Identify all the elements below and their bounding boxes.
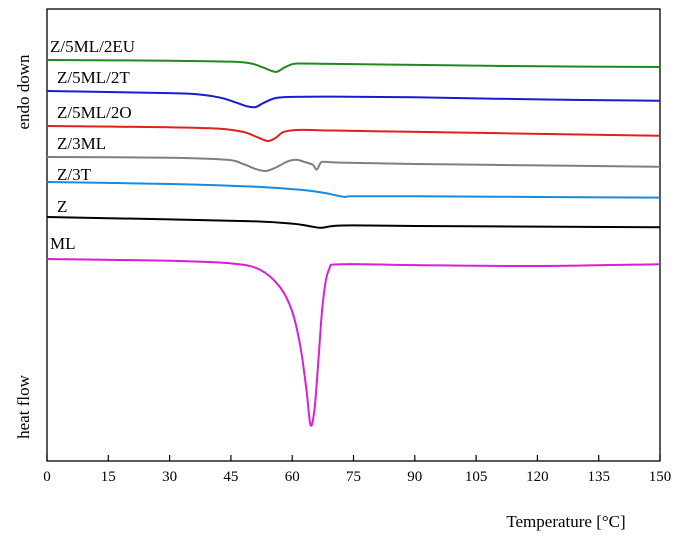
series-labels-group: Z/5ML/2EU Z/5ML/2T Z/5ML/2O Z/3ML Z/3T Z ML (50, 37, 135, 253)
series-line-ml (46, 258, 661, 427)
series-line-z-3ml (46, 156, 661, 173)
series-line-z-3t (46, 181, 661, 199)
series-label-ml: ML (50, 234, 76, 253)
y-axis-label-top: endo down (14, 54, 33, 130)
series-label-z-5ml-2eu: Z/5ML/2EU (50, 37, 135, 56)
x-tick-label-0: 0 (43, 469, 51, 485)
series-line-z (46, 216, 661, 229)
x-ticks-group: 0 15 30 45 60 75 90 105 120 135 150 (43, 455, 671, 485)
plot-frame (46, 8, 661, 462)
x-tick-label-150: 150 (649, 469, 672, 485)
x-tick-label-90: 90 (407, 469, 422, 485)
x-tick-label-60: 60 (285, 469, 300, 485)
y-axis-label-bottom: heat flow (14, 374, 33, 438)
series-label-z-3t: Z/3T (57, 165, 92, 184)
series-label-z-3ml: Z/3ML (57, 134, 106, 153)
series-label-z: Z (57, 197, 67, 216)
series-line-z-5ml-2o (46, 125, 661, 142)
series-line-z-5ml-2t (46, 90, 661, 109)
x-tick-label-135: 135 (587, 469, 610, 485)
x-tick-label-30: 30 (162, 469, 177, 485)
x-tick-label-105: 105 (465, 469, 488, 485)
x-axis-label: Temperature [°C] (506, 512, 625, 531)
series-line-z-5ml-2eu (46, 59, 661, 73)
curves-group (46, 59, 661, 427)
x-tick-label-45: 45 (223, 469, 238, 485)
x-tick-label-120: 120 (526, 469, 549, 485)
x-tick-label-15: 15 (101, 469, 116, 485)
series-label-z-5ml-2t: Z/5ML/2T (57, 68, 130, 87)
series-label-z-5ml-2o: Z/5ML/2O (57, 103, 132, 122)
x-tick-label-75: 75 (346, 469, 361, 485)
